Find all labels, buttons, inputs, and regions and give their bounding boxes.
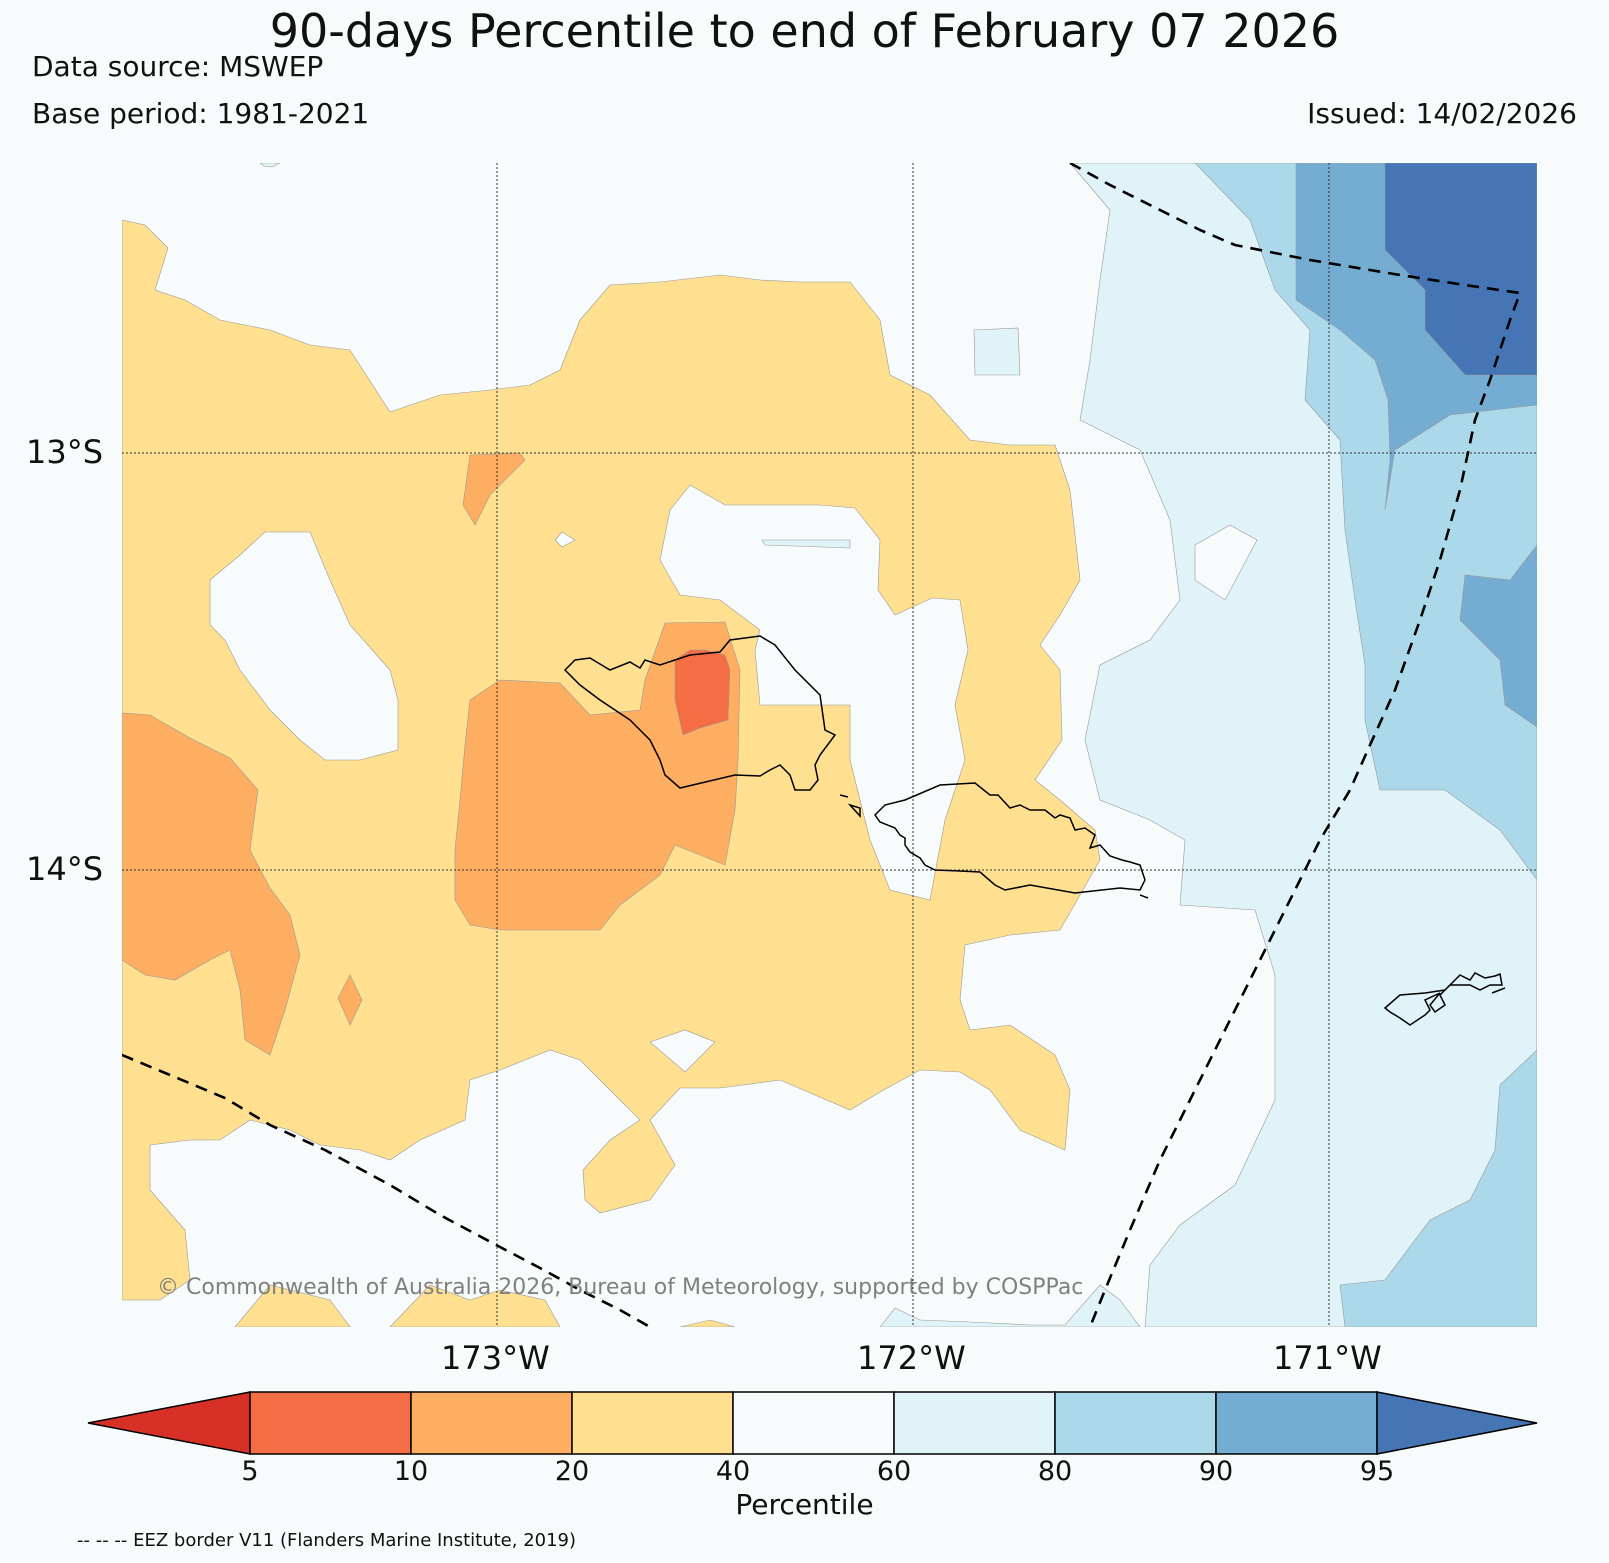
colorbar-bin-60-80	[893, 1391, 1056, 1455]
coastline-savaii	[563, 635, 837, 791]
base-period: Base period: 1981-2021	[32, 97, 370, 130]
colorbar-tick-5: 5	[241, 1456, 259, 1487]
colorbar-bin-40-60	[732, 1391, 895, 1455]
region-10-20-center	[454, 621, 741, 931]
page-title: 90-days Percentile to end of February 07…	[269, 4, 1340, 58]
region-40-60-patch	[1194, 524, 1258, 601]
colorbar	[87, 1391, 1538, 1455]
colorbar-tick-40: 40	[715, 1456, 751, 1487]
coastline-tutuila	[1383, 972, 1503, 1026]
colorbar-tick-20: 20	[554, 1456, 590, 1487]
lon-label-173w: 173°W	[441, 1339, 550, 1377]
copyright-notice: © Commonwealth of Australia 2026, Bureau…	[157, 1275, 1084, 1300]
region-5-10	[674, 649, 731, 736]
eez-legend-note: -- -- -- EEZ border V11 (Flanders Marine…	[77, 1530, 577, 1551]
coastline-islet-2	[847, 803, 861, 818]
colorbar-extend-low	[87, 1391, 251, 1455]
data-source: Data source: MSWEP	[32, 50, 324, 83]
region-gt95	[1384, 163, 1537, 376]
colorbar-tick-90: 90	[1198, 1456, 1234, 1487]
colorbar-bin-80-90	[1054, 1391, 1217, 1455]
region-20-40-south	[234, 1284, 736, 1327]
coastline-islet-3	[1139, 894, 1149, 899]
colorbar-tick-10: 10	[393, 1456, 429, 1487]
coastline-upolu	[874, 782, 1146, 894]
region-60-80-topleft	[259, 163, 281, 168]
region-90-95-east	[1459, 544, 1537, 728]
region-60-80-hole-center	[761, 539, 851, 549]
eez-border-southwest	[122, 1053, 651, 1327]
region-60-80-south	[879, 1284, 1141, 1327]
region-40-60-hole-center	[659, 484, 969, 901]
colorbar-label: Percentile	[735, 1488, 874, 1521]
colorbar-extend-high	[1376, 1391, 1538, 1455]
colorbar-bin-5-10	[249, 1391, 412, 1455]
region-10-20-small	[337, 974, 363, 1026]
colorbar-tick-80: 80	[1037, 1456, 1073, 1487]
region-80-90	[1194, 163, 1537, 1327]
eez-border-northeast	[1069, 163, 1522, 1327]
colorbar-tick-60: 60	[876, 1456, 912, 1487]
coastline-tutuila-east	[1491, 987, 1506, 994]
lat-label-13s: 13°S	[26, 433, 104, 471]
region-40-60-hole-west	[209, 531, 399, 761]
lon-label-171w: 171°W	[1273, 1339, 1382, 1377]
region-10-20-west	[122, 712, 301, 1056]
coastline-islet-1	[839, 794, 849, 798]
lon-label-172w: 172°W	[857, 1339, 966, 1377]
region-60-80-patch	[973, 327, 1021, 376]
colorbar-tick-95: 95	[1359, 1456, 1395, 1487]
colorbar-bin-90-95	[1215, 1391, 1378, 1455]
colorbar-bin-10-20	[410, 1391, 573, 1455]
colorbar-bin-20-40	[571, 1391, 734, 1455]
region-40-60-hole-south	[649, 1029, 716, 1073]
issued-date: Issued: 14/02/2026	[1307, 97, 1577, 130]
region-40-60-hole-small	[554, 531, 576, 548]
lat-label-14s: 14°S	[26, 850, 104, 888]
